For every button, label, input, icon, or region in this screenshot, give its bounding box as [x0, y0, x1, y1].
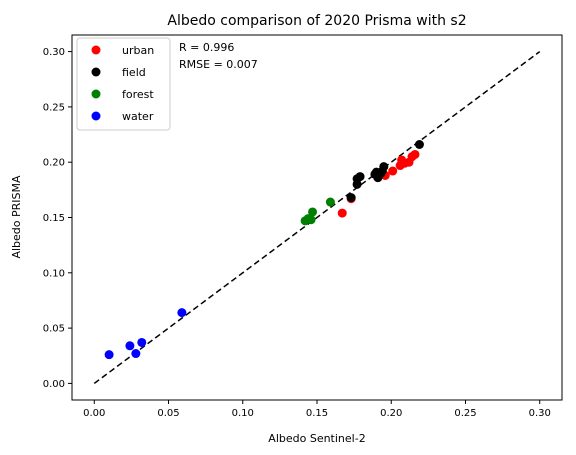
- y-tick-label: 0.30: [43, 47, 65, 58]
- y-tick-label: 0.05: [43, 324, 65, 335]
- forest-point: [325, 197, 335, 207]
- rmse-annotation: RMSE = 0.007: [179, 58, 258, 71]
- y-tick-label: 0.25: [43, 102, 65, 113]
- y-tick-label: 0.15: [43, 213, 65, 224]
- field-point: [414, 140, 424, 149]
- r-annotation: R = 0.996: [179, 41, 234, 54]
- urban-point: [410, 149, 420, 159]
- legend-label-urban: urban: [122, 44, 154, 57]
- legend-label-water: water: [122, 110, 154, 123]
- x-tick-label: 0.25: [454, 408, 476, 419]
- field-point: [379, 162, 389, 172]
- forest-point: [308, 207, 318, 217]
- water-point: [104, 350, 114, 360]
- x-tick-label: 0.00: [83, 408, 105, 419]
- forest-point: [306, 215, 316, 225]
- stats-annotation: R = 0.996 RMSE = 0.007: [179, 41, 258, 71]
- y-tick-label: 0.10: [43, 268, 65, 279]
- urban-point: [337, 208, 347, 218]
- field-point: [355, 172, 365, 182]
- one-to-one-reference-line: [93, 50, 541, 385]
- x-axis-label: Albedo Sentinel-2: [268, 432, 365, 445]
- y-axis-ticks: 0.00 0.05 0.10 0.15 0.20 0.25 0.30: [43, 47, 72, 390]
- urban-point: [388, 166, 398, 176]
- chart-title: Albedo comparison of 2020 Prisma with s2: [167, 13, 466, 29]
- data-points: [104, 140, 424, 360]
- legend-marker-field: [91, 67, 101, 77]
- y-tick-label: 0.20: [43, 158, 65, 169]
- legend-marker-water: [91, 111, 101, 121]
- x-tick-label: 0.30: [529, 408, 551, 419]
- water-point: [177, 308, 187, 318]
- y-axis-label: Albedo PRISMA: [10, 175, 23, 259]
- water-point: [125, 341, 135, 351]
- water-point: [131, 349, 141, 359]
- legend-marker-urban: [91, 45, 101, 55]
- legend-label-forest: forest: [122, 88, 154, 101]
- water-point: [137, 337, 147, 347]
- x-tick-label: 0.10: [232, 408, 254, 419]
- x-tick-label: 0.15: [306, 408, 328, 419]
- legend-marker-forest: [91, 89, 101, 99]
- x-tick-label: 0.20: [380, 408, 402, 419]
- x-axis-ticks: 0.00 0.05 0.10 0.15 0.20 0.25 0.30: [83, 400, 551, 419]
- legend: urban field forest water: [76, 37, 171, 131]
- x-tick-label: 0.05: [157, 408, 179, 419]
- legend-box: [76, 37, 171, 131]
- legend-label-field: field: [122, 66, 146, 79]
- y-tick-label: 0.00: [43, 379, 65, 390]
- field-point: [346, 193, 356, 203]
